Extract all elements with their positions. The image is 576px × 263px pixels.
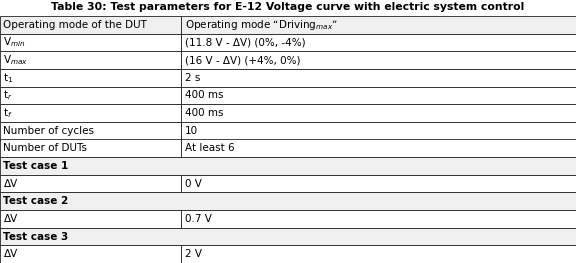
- Bar: [0, 34, 181, 51]
- Bar: [0, 193, 576, 210]
- Text: ΔV: ΔV: [3, 249, 18, 259]
- Text: (11.8 V - ΔV) (0%, -4%): (11.8 V - ΔV) (0%, -4%): [185, 37, 305, 47]
- Text: At least 6: At least 6: [185, 143, 234, 153]
- Bar: [181, 175, 576, 193]
- Bar: [181, 16, 576, 34]
- Bar: [0, 245, 181, 263]
- Text: Test case 2: Test case 2: [3, 196, 69, 206]
- Bar: [181, 51, 576, 69]
- Text: 0 V: 0 V: [185, 179, 202, 189]
- Bar: [181, 104, 576, 122]
- Text: Test case 3: Test case 3: [3, 231, 69, 241]
- Text: 10: 10: [185, 126, 198, 136]
- Text: Table 30: Test parameters for E-12 Voltage curve with electric system control: Table 30: Test parameters for E-12 Volta…: [51, 2, 525, 12]
- Text: Number of cycles: Number of cycles: [3, 126, 94, 136]
- Bar: [0, 175, 181, 193]
- Bar: [0, 104, 181, 122]
- Bar: [0, 16, 181, 34]
- Bar: [0, 210, 181, 228]
- Text: Number of DUTs: Number of DUTs: [3, 143, 88, 153]
- Bar: [0, 69, 181, 87]
- Bar: [181, 87, 576, 104]
- Text: Operating mode “Driving$_{max}$”: Operating mode “Driving$_{max}$”: [185, 18, 338, 32]
- Text: ΔV: ΔV: [3, 179, 18, 189]
- Bar: [181, 34, 576, 51]
- Text: t$_{f}$: t$_{f}$: [3, 106, 13, 120]
- Bar: [181, 245, 576, 263]
- Bar: [0, 122, 181, 139]
- Text: ΔV: ΔV: [3, 214, 18, 224]
- Text: t$_{1}$: t$_{1}$: [3, 71, 14, 85]
- Bar: [0, 51, 181, 69]
- Text: 2 V: 2 V: [185, 249, 202, 259]
- Text: t$_{r}$: t$_{r}$: [3, 88, 13, 102]
- Text: (16 V - ΔV) (+4%, 0%): (16 V - ΔV) (+4%, 0%): [185, 55, 301, 65]
- Bar: [0, 87, 181, 104]
- Text: 2 s: 2 s: [185, 73, 200, 83]
- Text: 400 ms: 400 ms: [185, 108, 223, 118]
- Bar: [0, 139, 181, 157]
- Text: 0.7 V: 0.7 V: [185, 214, 212, 224]
- Bar: [181, 139, 576, 157]
- Text: Test case 1: Test case 1: [3, 161, 69, 171]
- Bar: [181, 122, 576, 139]
- Text: V$_{min}$: V$_{min}$: [3, 36, 26, 49]
- Bar: [0, 228, 576, 245]
- Text: V$_{max}$: V$_{max}$: [3, 53, 29, 67]
- Text: Operating mode of the DUT: Operating mode of the DUT: [3, 20, 147, 30]
- Text: 400 ms: 400 ms: [185, 90, 223, 100]
- Bar: [0, 157, 576, 175]
- Bar: [181, 69, 576, 87]
- Bar: [181, 210, 576, 228]
